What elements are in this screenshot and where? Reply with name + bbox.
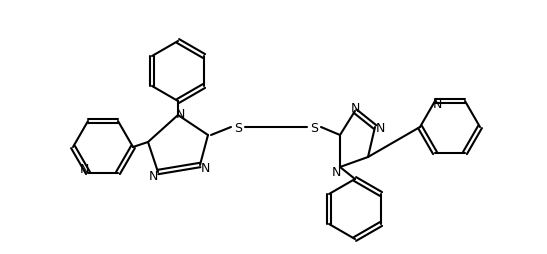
Text: N: N (148, 169, 158, 182)
Text: N: N (375, 121, 385, 134)
Text: S: S (310, 121, 318, 134)
Text: N: N (200, 162, 210, 175)
Text: S: S (234, 121, 242, 134)
Text: N: N (350, 101, 360, 114)
Text: N: N (79, 163, 89, 176)
Text: N: N (331, 165, 341, 178)
Text: N: N (175, 107, 185, 120)
Text: N: N (432, 97, 441, 110)
